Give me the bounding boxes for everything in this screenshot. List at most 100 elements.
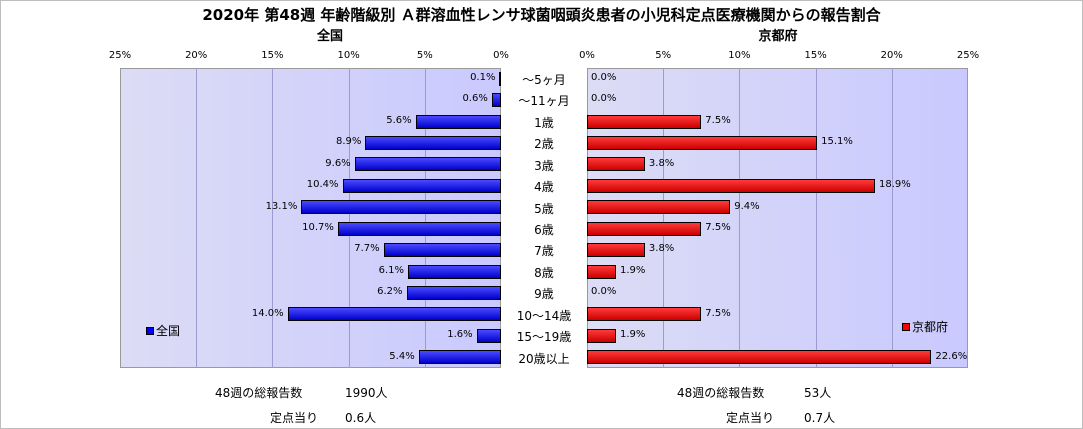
bar-left: [408, 264, 501, 279]
left-subtitle: 全国: [316, 29, 343, 44]
bar-left: [287, 307, 501, 322]
category-label: 7歳: [534, 244, 554, 259]
data-label-right: 3.8%: [648, 157, 675, 169]
category-label: 6歳: [534, 223, 554, 237]
legend-label-left: 全国: [156, 324, 181, 338]
right-total-label: 48週の総報告数: [677, 386, 765, 400]
left-tick-label: 5%: [416, 50, 433, 61]
data-label-right: 7.5%: [705, 222, 731, 233]
data-label-left: 5.4%: [389, 350, 415, 362]
bar-right: [587, 264, 616, 279]
category-label: 3歳: [534, 158, 554, 173]
gridline-left: [424, 68, 426, 368]
gridline-left: [348, 68, 350, 368]
right-tick-label: 5%: [655, 50, 672, 61]
bar-left: [354, 157, 501, 172]
right-tick-label: 20%: [880, 50, 903, 61]
bar-right: [587, 243, 645, 258]
bar-left: [499, 71, 502, 86]
bar-right: [587, 350, 932, 365]
left-tick-label: 15%: [261, 50, 284, 61]
right-tick-label: 25%: [956, 50, 980, 61]
bar-right: [587, 328, 616, 343]
bar-right: [587, 307, 702, 322]
gridline-right: [739, 68, 741, 368]
data-label-right: 9.4%: [734, 200, 760, 212]
data-label-left: 10.7%: [302, 222, 334, 233]
bar-left: [415, 114, 501, 129]
bar-right: [587, 178, 876, 193]
category-label: 1歳: [534, 115, 554, 130]
legend-swatch-right: [902, 322, 910, 331]
data-label-right: 1.9%: [619, 329, 646, 341]
gridline-left: [272, 68, 274, 368]
right-tick-label: 15%: [804, 50, 827, 61]
gridline-right: [663, 68, 665, 368]
bar-right: [587, 200, 731, 215]
category-label: 2歳: [534, 137, 554, 152]
bar-left: [406, 285, 501, 301]
gridline-left: [196, 68, 198, 368]
data-label-right: 0.0%: [591, 93, 617, 105]
bar-left: [418, 350, 501, 365]
left-tick-label: 0%: [493, 50, 509, 61]
data-label-right: 7.5%: [705, 114, 731, 126]
data-label-left: 9.6%: [325, 157, 351, 169]
data-label-right: 15.1%: [821, 136, 853, 148]
data-label-left: 8.9%: [335, 136, 362, 148]
data-label-left: 13.1%: [265, 200, 298, 212]
data-label-right: 7.5%: [705, 307, 731, 319]
data-label-right: 1.9%: [619, 264, 646, 276]
category-label: 5歳: [534, 201, 554, 216]
bar-left: [491, 93, 501, 108]
data-label-left: 14.0%: [251, 307, 284, 319]
left-total-value: 1990人: [345, 386, 388, 400]
bar-right: [587, 114, 702, 129]
bar-right: [587, 135, 818, 151]
category-label: 4歳: [534, 180, 554, 195]
left-per-value: 0.6人: [345, 411, 377, 425]
category-label: 9歳: [534, 287, 554, 302]
right-per-label: 定点当り: [726, 411, 775, 425]
left-per-label: 定点当り: [270, 411, 319, 425]
left-tick-label: 25%: [108, 50, 132, 61]
data-label-left: 5.6%: [386, 114, 412, 126]
bar-right: [587, 221, 702, 236]
bar-left: [342, 178, 501, 193]
right-subtitle: 京都府: [758, 29, 798, 44]
data-label-right: 22.6%: [935, 350, 968, 362]
chart-title: 2020年 第48週 年齢階級別 Ａ群溶血性レンサ球菌咽頭炎患者の小児科定点医療…: [202, 6, 881, 24]
category-label: 15～19歳: [516, 330, 572, 345]
data-label-left: 0.6%: [462, 93, 488, 105]
category-label: ～11ヶ月: [518, 94, 570, 109]
data-label-left: 10.4%: [306, 179, 339, 191]
legend-left: 全国: [146, 322, 180, 339]
gridline-right: [891, 68, 893, 368]
bar-left: [337, 221, 501, 236]
bar-left: [476, 328, 501, 343]
data-label-left: 7.7%: [354, 243, 380, 255]
data-label-right: 18.9%: [879, 179, 911, 191]
left-tick-label: 10%: [337, 50, 360, 61]
left-total-label: 48週の総報告数: [215, 386, 303, 400]
right-tick-label: 10%: [728, 50, 751, 61]
category-label: 8歳: [534, 265, 554, 280]
right-per-value: 0.7人: [804, 411, 836, 425]
data-label-right: 0.0%: [591, 286, 617, 298]
category-label: ～5ヶ月: [522, 73, 566, 87]
data-label-left: 0.1%: [470, 72, 496, 83]
legend-right: 京都府: [902, 318, 948, 335]
bar-left: [383, 243, 501, 258]
data-label-left: 6.1%: [378, 264, 405, 276]
legend-swatch-left: [146, 326, 154, 335]
gridline-right: [815, 68, 817, 368]
right-total-value: 53人: [804, 386, 832, 400]
legend-label-right: 京都府: [912, 320, 949, 334]
category-label: 10～14歳: [516, 308, 572, 323]
data-label-left: 1.6%: [447, 329, 473, 341]
bar-right: [587, 157, 645, 172]
data-label-right: 3.8%: [648, 243, 675, 255]
bar-left: [301, 200, 501, 215]
data-label-right: 0.0%: [591, 72, 617, 83]
left-tick-label: 20%: [185, 50, 208, 61]
